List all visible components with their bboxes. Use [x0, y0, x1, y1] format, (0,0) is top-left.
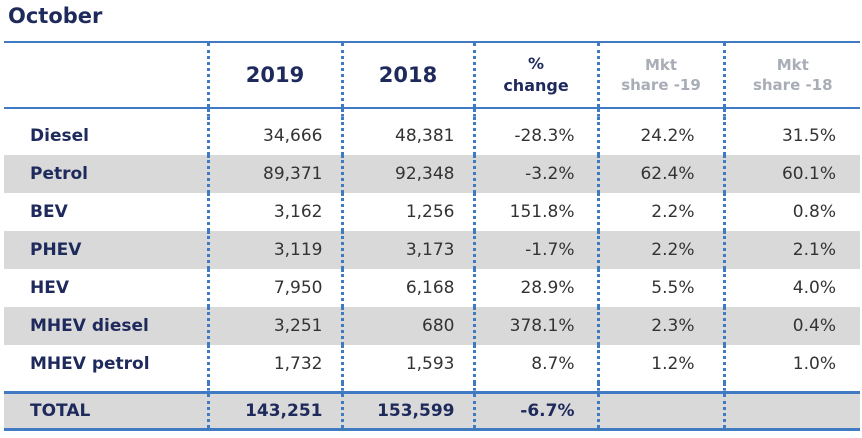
cell-2018: 1,593	[340, 345, 474, 383]
header-pct-line1: %	[527, 54, 545, 73]
total-row: TOTAL 143,251 153,599 -6.7%	[4, 394, 860, 428]
cell-change: -28.3%	[472, 117, 598, 155]
cell-share-19: 62.4%	[596, 155, 724, 193]
header-rule	[4, 107, 860, 109]
registrations-table: 2019 2018 % change Mkt share -19 Mkt sha…	[4, 41, 860, 431]
table-row: MHEV diesel 3,251 680 378.1% 2.3% 0.4%	[4, 307, 860, 345]
cell-2018: 92,348	[340, 155, 474, 193]
total-2019: 143,251	[206, 394, 342, 428]
total-top-rule	[4, 391, 860, 394]
cell-2019: 34,666	[206, 117, 342, 155]
cell-share-19: 2.3%	[596, 307, 724, 345]
cell-2019: 3,162	[206, 193, 342, 231]
cell-change: 378.1%	[472, 307, 598, 345]
cell-2018: 3,173	[340, 231, 474, 269]
cell-2018: 48,381	[340, 117, 474, 155]
cell-share-19: 24.2%	[596, 117, 724, 155]
cell-share-18: 0.8%	[722, 193, 860, 231]
table-row: Diesel 34,666 48,381 -28.3% 24.2% 31.5%	[4, 117, 860, 155]
cell-change: -3.2%	[472, 155, 598, 193]
cell-2018: 6,168	[340, 269, 474, 307]
header-mkt18-line1: Mkt	[776, 56, 809, 74]
header-pct-line2: change	[503, 76, 569, 95]
header-mkt-share-18: Mkt share -18	[722, 43, 860, 107]
header-mkt19-line2: share -19	[621, 76, 701, 94]
top-rule	[4, 41, 860, 43]
header-empty	[4, 43, 208, 107]
header-pct-change: % change	[472, 43, 598, 107]
row-label: MHEV diesel	[4, 307, 208, 345]
row-label: HEV	[30, 278, 69, 298]
header-row: 2019 2018 % change Mkt share -19 Mkt sha…	[4, 43, 860, 107]
cell-share-18: 4.0%	[722, 269, 860, 307]
table-row: HEV 7,950 6,168 28.9% 5.5% 4.0%	[4, 269, 860, 307]
table-row: MHEV petrol 1,732 1,593 8.7% 1.2% 1.0%	[4, 345, 860, 383]
cell-2018: 680	[340, 307, 474, 345]
cell-share-18: 31.5%	[722, 117, 860, 155]
header-mkt18-line2: share -18	[752, 76, 833, 94]
header-2019: 2019	[206, 43, 342, 107]
cell-share-18: 2.1%	[722, 231, 860, 269]
cell-2019: 1,732	[206, 345, 342, 383]
cell-2019: 89,371	[206, 155, 342, 193]
table-row: PHEV 3,119 3,173 -1.7% 2.2% 2.1%	[4, 231, 860, 269]
cell-share-18: 60.1%	[722, 155, 860, 193]
cell-share-19: 2.2%	[596, 193, 724, 231]
header-2018: 2018	[340, 43, 474, 107]
cell-share-19: 2.2%	[596, 231, 724, 269]
cell-2018: 1,256	[340, 193, 474, 231]
total-table: TOTAL 143,251 153,599 -6.7%	[4, 394, 860, 428]
row-label: BEV	[30, 202, 68, 222]
row-label: MHEV petrol	[30, 354, 150, 374]
total-label: TOTAL	[4, 394, 208, 428]
bottom-rule	[4, 428, 860, 431]
page-title: October	[8, 4, 103, 28]
cell-change: 8.7%	[472, 345, 598, 383]
total-2018: 153,599	[340, 394, 474, 428]
cell-share-18: 0.4%	[722, 307, 860, 345]
total-change: -6.7%	[472, 394, 598, 428]
header-mkt19-line1: Mkt	[644, 56, 678, 74]
cell-change: 151.8%	[472, 193, 598, 231]
total-share-18	[722, 394, 860, 428]
row-label: PHEV	[4, 231, 208, 269]
table-row: Petrol 89,371 92,348 -3.2% 62.4% 60.1%	[4, 155, 860, 193]
data-body: Diesel 34,666 48,381 -28.3% 24.2% 31.5% …	[4, 109, 860, 391]
data-table: 2019 2018 % change Mkt share -19 Mkt sha…	[4, 43, 860, 107]
cell-2019: 3,251	[206, 307, 342, 345]
cell-share-19: 5.5%	[596, 269, 724, 307]
cell-share-18: 1.0%	[722, 345, 860, 383]
cell-2019: 7,950	[206, 269, 342, 307]
row-label: Petrol	[4, 155, 208, 193]
cell-share-19: 1.2%	[596, 345, 724, 383]
total-share-19	[596, 394, 724, 428]
cell-2019: 3,119	[206, 231, 342, 269]
header-mkt-share-19: Mkt share -19	[596, 43, 724, 107]
cell-change: -1.7%	[472, 231, 598, 269]
table-row: BEV 3,162 1,256 151.8% 2.2% 0.8%	[4, 193, 860, 231]
row-label: Diesel	[30, 126, 89, 146]
cell-change: 28.9%	[472, 269, 598, 307]
